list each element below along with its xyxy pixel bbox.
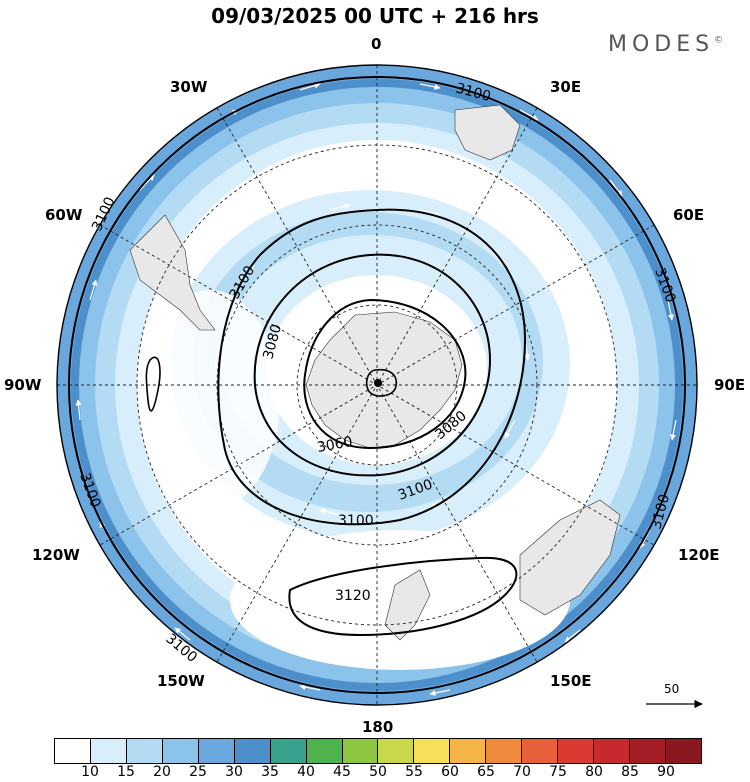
colorbar-label: 85 xyxy=(621,764,639,780)
colorbar-label: 65 xyxy=(477,764,495,780)
colorbar-swatch xyxy=(306,738,343,764)
colorbar-label: 50 xyxy=(369,764,387,780)
colorbar-label: 60 xyxy=(441,764,459,780)
colorbar xyxy=(54,738,702,764)
lon-label-150e: 150E xyxy=(550,672,592,690)
colorbar-swatch xyxy=(486,738,523,764)
colorbar-label: 35 xyxy=(261,764,279,780)
colorbar-label: 15 xyxy=(117,764,135,780)
brand-logo: MODES© xyxy=(608,32,724,57)
colorbar-swatch xyxy=(594,738,630,764)
contour-3120 xyxy=(288,556,518,637)
colorbar-swatch xyxy=(234,738,271,764)
colorbar-label: 40 xyxy=(297,764,315,780)
colorbar-swatch xyxy=(665,738,702,764)
colorbar-label: 75 xyxy=(549,764,567,780)
contour-3080 xyxy=(253,253,492,477)
colorbar-swatch xyxy=(162,738,199,764)
colorbar-label: 30 xyxy=(225,764,243,780)
contour-3100-inner xyxy=(217,208,527,526)
colorbar-label: 25 xyxy=(189,764,207,780)
lon-label-120e: 120E xyxy=(678,546,720,564)
colorbar-label: 90 xyxy=(657,764,675,780)
lon-label-180: 180 xyxy=(362,718,394,736)
lon-label-30w: 30W xyxy=(170,78,208,96)
lon-label-60w: 60W xyxy=(45,206,83,224)
colorbar-swatch xyxy=(450,738,487,764)
colorbar-swatch xyxy=(126,738,163,764)
colorbar-label: 80 xyxy=(585,764,603,780)
colorbar-swatch xyxy=(414,738,451,764)
contour-label: 3120 xyxy=(335,588,371,604)
colorbar-swatch xyxy=(630,738,666,764)
contour-label: 3100 xyxy=(338,513,374,529)
south-america xyxy=(129,214,216,331)
lon-label-150w: 150W xyxy=(157,672,205,690)
colorbar-swatch xyxy=(378,738,415,764)
colorbar-swatch xyxy=(270,738,307,764)
contour-small xyxy=(145,356,161,412)
reference-vector-label: 50 xyxy=(664,682,680,696)
reference-vector: 50 xyxy=(644,682,706,712)
contour-3060 xyxy=(303,298,467,450)
map-title: 09/03/2025 00 UTC + 216 hrs xyxy=(211,4,539,28)
lon-label-120w: 120W xyxy=(32,546,80,564)
height-contours xyxy=(68,76,686,694)
map-outline xyxy=(56,64,698,706)
colorbar-swatch xyxy=(342,738,379,764)
colorbar-label: 45 xyxy=(333,764,351,780)
africa xyxy=(454,104,521,161)
colorbar-label: 10 xyxy=(81,764,99,780)
colorbar-label: 55 xyxy=(405,764,423,780)
lon-label-90w: 90W xyxy=(4,376,42,394)
lon-label-0: 0 xyxy=(371,35,382,53)
colorbar-label: 20 xyxy=(153,764,171,780)
colorbar-swatch xyxy=(198,738,235,764)
lon-label-30e: 30E xyxy=(550,78,582,96)
colorbar-swatch xyxy=(522,738,559,764)
colorbar-swatch xyxy=(90,738,127,764)
contour-low xyxy=(365,368,398,397)
australia xyxy=(519,499,621,616)
contour-label: 3060 xyxy=(316,434,354,456)
colorbar-swatch xyxy=(558,738,595,764)
colorbar-label: 70 xyxy=(513,764,531,780)
lon-label-60e: 60E xyxy=(673,206,705,224)
land-masses xyxy=(129,104,621,641)
lon-label-90e: 90E xyxy=(714,376,746,394)
colorbar-swatch xyxy=(54,738,91,764)
